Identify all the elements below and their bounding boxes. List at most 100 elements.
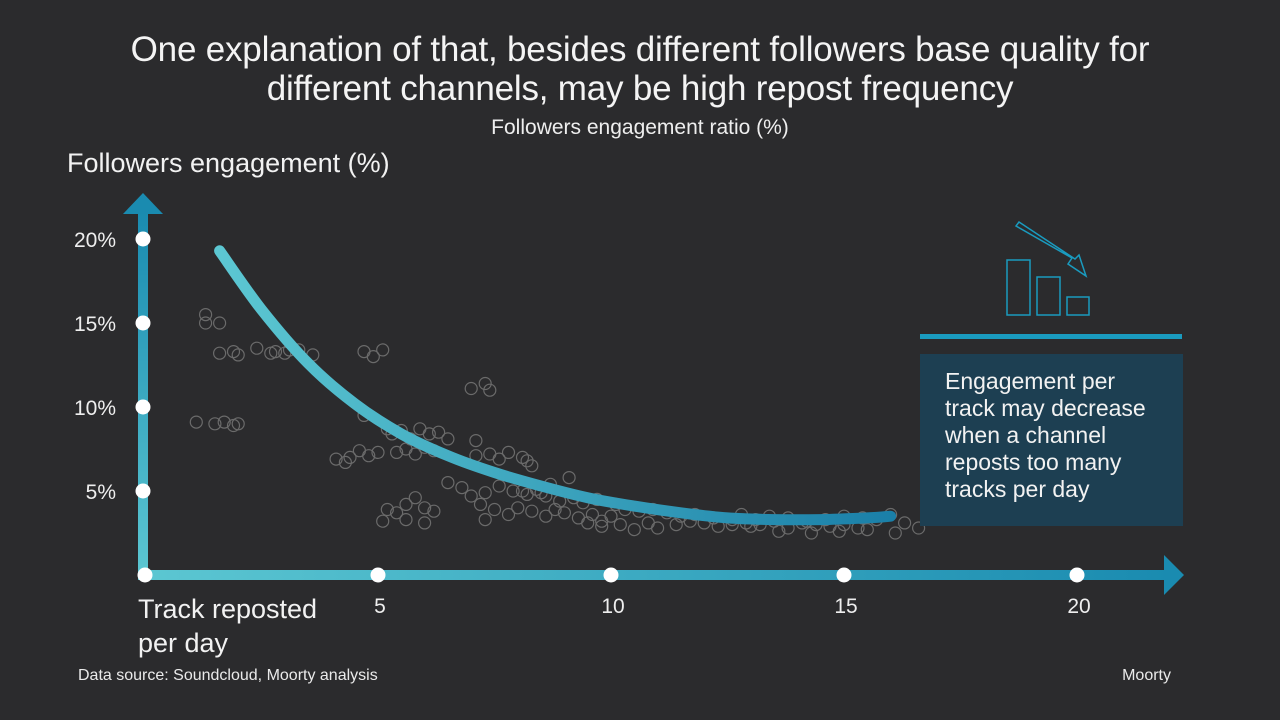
data-point (627, 522, 641, 537)
data-point (585, 507, 600, 522)
data-point (557, 506, 572, 520)
chart-title-line-2: different channels, may be high repost f… (266, 69, 1014, 108)
data-point (399, 512, 413, 527)
x-tick-marker (137, 567, 153, 583)
data-point (669, 517, 683, 532)
data-point (422, 427, 436, 441)
data-point (362, 449, 376, 463)
scatter-points (189, 308, 926, 540)
chart-title-line-1: One explanation of that, besides differe… (130, 30, 1150, 69)
data-point (408, 447, 422, 461)
y-tick-marker (135, 231, 151, 247)
data-point (408, 491, 422, 505)
data-point (268, 345, 283, 359)
data-point (571, 511, 586, 525)
chart-subtitle: Followers engagement ratio (%) (491, 116, 789, 139)
y-axis-arrow (123, 193, 163, 214)
data-point (343, 450, 357, 464)
data-point (441, 432, 455, 446)
y-tick-marker (135, 399, 151, 415)
data-point (604, 509, 618, 523)
x-tick-label: 5 (374, 595, 386, 618)
data-point (441, 476, 455, 490)
data-point (520, 454, 534, 468)
chart-title: One explanation of that, besides differe… (0, 30, 1280, 108)
x-tick-marker (603, 567, 619, 583)
data-point (539, 509, 553, 523)
data-point (888, 526, 902, 540)
data-point (329, 452, 343, 466)
x-axis-arrow (1164, 555, 1184, 595)
data-point (189, 415, 203, 429)
data-point (511, 501, 525, 515)
data-point (213, 316, 227, 330)
y-tick-marker (135, 483, 151, 499)
data-point (418, 516, 432, 530)
y-tick-label: 10% (74, 397, 116, 420)
data-point (199, 316, 213, 330)
x-tick-label: 15 (834, 595, 857, 618)
data-point (208, 417, 222, 431)
callout-box: Engagement per track may decrease when a… (920, 354, 1183, 526)
data-point (772, 524, 786, 538)
axis-markers (135, 231, 1085, 583)
data-point (217, 415, 231, 429)
data-point (399, 497, 413, 511)
data-point (911, 521, 926, 535)
data-point (492, 479, 506, 493)
data-point (455, 481, 469, 495)
data-point (501, 507, 516, 522)
data-point (231, 417, 245, 431)
data-point (338, 455, 352, 469)
data-point (483, 383, 497, 397)
data-point (376, 343, 390, 357)
callout-text: Engagement per track may decrease when a… (945, 368, 1146, 502)
data-point (595, 514, 609, 528)
callout-divider (920, 334, 1182, 339)
data-point (357, 345, 371, 359)
y-axis-line (138, 212, 148, 580)
x-tick-label: 20 (1067, 595, 1090, 618)
x-axis-label: Track reposted per day (138, 594, 318, 658)
data-point (525, 504, 539, 518)
y-axis-label: Followers engagement (%) (67, 148, 390, 178)
data-point (562, 471, 576, 485)
data-point (418, 501, 432, 515)
data-point (380, 502, 394, 517)
data-point (483, 447, 497, 461)
x-tick-marker (370, 567, 386, 583)
data-point (613, 517, 627, 532)
data-point (352, 444, 366, 458)
data-point (548, 502, 562, 517)
data-point (492, 452, 506, 466)
data-point (501, 445, 516, 459)
data-point (413, 422, 427, 436)
data-point (464, 381, 478, 396)
data-point (581, 516, 595, 530)
x-axis-line (138, 570, 1168, 580)
data-point (595, 519, 609, 533)
data-point (199, 308, 213, 322)
data-point (650, 521, 665, 535)
data-point (515, 450, 530, 464)
data-point (525, 459, 539, 473)
data-point (478, 376, 492, 391)
data-point (506, 484, 520, 498)
data-point (473, 497, 488, 511)
data-point (804, 526, 819, 540)
data-point (376, 514, 390, 528)
data-point (478, 512, 492, 527)
data-point (860, 522, 874, 537)
trend-curve (214, 245, 897, 526)
x-tick-marker (1069, 567, 1085, 583)
y-tick-label: 20% (74, 229, 116, 252)
data-point (469, 434, 483, 448)
data-point (231, 348, 245, 362)
y-tick-marker (135, 315, 151, 331)
data-point (390, 445, 404, 459)
x-tick-label: 10 (601, 595, 624, 618)
decreasing-bars-icon (1006, 220, 1090, 316)
data-point (641, 516, 655, 530)
data-point (427, 504, 441, 518)
